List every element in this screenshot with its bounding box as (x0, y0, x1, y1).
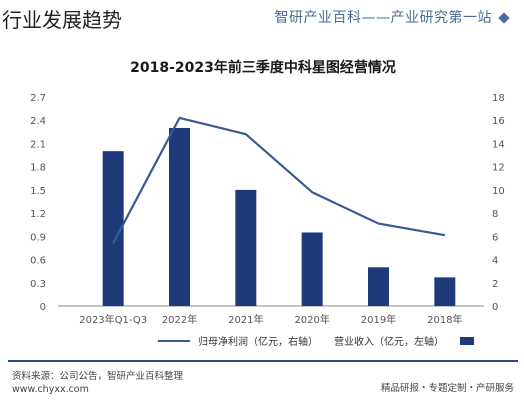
bar (301, 232, 323, 306)
right-tick-label: 6 (492, 232, 498, 243)
footer-website: www.chyxx.com (12, 384, 89, 395)
left-tick-label: 0.9 (30, 232, 46, 243)
x-tick-label: 2020年 (294, 313, 329, 326)
legend-bar-swatch (460, 337, 474, 345)
header-slogan-text: 智研产业百科——产业研究第一站 (274, 10, 492, 26)
x-tick-label: 2018年 (427, 313, 462, 326)
bar (102, 151, 124, 306)
right-tick-label: 16 (492, 116, 505, 127)
left-tick-label: 0.3 (30, 279, 46, 290)
footer-source: 资料来源：公司公告，智研产业百科整理 (12, 371, 184, 382)
right-tick-label: 4 (492, 256, 498, 267)
right-tick-label: 0 (492, 302, 498, 313)
x-axis-labels: 2023年Q1-Q3 2022年 2021年 2020年 2019年 2018年 (79, 313, 462, 326)
left-tick-label: 1.2 (30, 209, 46, 220)
bar-series (102, 127, 456, 307)
footer-divider (8, 360, 518, 362)
right-tick-label: 10 (492, 186, 505, 197)
left-tick-label: 2.7 (30, 93, 46, 104)
legend-bar-label: 营业收入（亿元，左轴） (334, 335, 444, 348)
right-tick-label: 2 (492, 279, 498, 290)
left-tick-label: 0 (40, 302, 46, 313)
x-tick-label: 2021年 (228, 313, 263, 326)
left-tick-label: 2.4 (30, 116, 46, 127)
legend: 归母净利润（亿元，右轴） 营业收入（亿元，左轴） (158, 335, 474, 348)
left-axis: 0 0.3 0.6 0.9 1.2 1.5 1.8 2.1 2.4 2.7 (30, 93, 46, 313)
right-tick-label: 8 (492, 209, 498, 220)
legend-line-label: 归母净利润（亿元，右轴） (198, 335, 318, 348)
right-tick-label: 18 (492, 93, 505, 104)
bar (368, 267, 389, 306)
left-tick-label: 1.8 (30, 163, 46, 174)
right-tick-label: 14 (492, 139, 505, 150)
footer-tagline: 精品研报・专题定制・产研服务 (380, 383, 514, 394)
bar (169, 127, 190, 307)
bar (434, 277, 456, 306)
right-axis: 0 2 4 6 8 10 12 14 16 18 (492, 93, 505, 313)
left-tick-label: 1.5 (30, 186, 46, 197)
chart-card: 智研产业百科——产业研究第一站 2018-2023年前三季度中科星图经营情况 0… (8, 0, 518, 398)
left-tick-label: 0.6 (30, 256, 46, 267)
right-tick-label: 12 (492, 163, 505, 174)
x-tick-label: 2022年 (162, 313, 197, 326)
line-series (112, 116, 446, 244)
x-tick-label: 2023年Q1-Q3 (79, 313, 147, 326)
page-title: 行业发展趋势 (2, 8, 122, 32)
profit-line (112, 116, 446, 244)
bar (235, 189, 257, 306)
chart-title: 2018-2023年前三季度中科星图经营情况 (130, 59, 396, 76)
left-tick-label: 2.1 (30, 139, 46, 150)
header-slogan: 智研产业百科——产业研究第一站 (208, 7, 510, 27)
chart: 2018-2023年前三季度中科星图经营情况 0 0.3 0.6 0.9 1.2 1.5 1… (30, 59, 505, 348)
x-tick-label: 2019年 (361, 313, 396, 326)
